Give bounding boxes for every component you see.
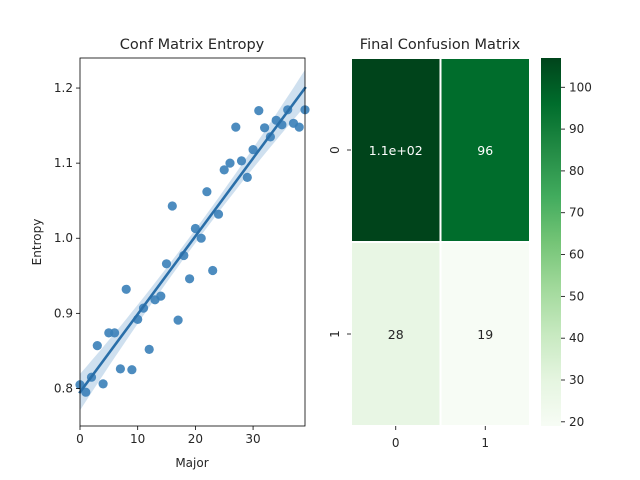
y-tick-label: 0.8 bbox=[54, 381, 73, 395]
scatter-point bbox=[260, 123, 270, 133]
scatter-point bbox=[236, 156, 247, 166]
y-tick-label: 0.9 bbox=[54, 306, 73, 320]
x-tick-label: 10 bbox=[130, 432, 145, 446]
heatmap-cell bbox=[439, 57, 531, 243]
scatter-point bbox=[231, 122, 241, 132]
scatter-y-ticks: 0.8 0.9 1.0 1.1 1.2 bbox=[54, 81, 80, 395]
scatter-point bbox=[196, 233, 206, 243]
heatmap-title: Final Confusion Matrix bbox=[360, 37, 521, 53]
heatmap-x-tick-label: 1 bbox=[481, 436, 489, 450]
scatter-point bbox=[185, 274, 195, 284]
x-tick-label: 30 bbox=[245, 432, 260, 446]
scatter-point bbox=[144, 344, 154, 354]
scatter-point bbox=[219, 165, 229, 175]
y-tick-label: 1.1 bbox=[54, 156, 73, 170]
colorbar-tick-label: 70 bbox=[569, 206, 584, 220]
heatmap-annotations: 1.1e+02 96 28 19 bbox=[369, 143, 493, 342]
heatmap-cell bbox=[350, 57, 442, 243]
scatter-point bbox=[173, 315, 183, 325]
colorbar-tick-label: 90 bbox=[569, 122, 584, 136]
x-tick-label: 20 bbox=[188, 432, 203, 446]
colorbar-tick-label: 80 bbox=[569, 164, 584, 178]
regression-line bbox=[78, 86, 307, 395]
scatter-point bbox=[202, 187, 212, 197]
regression-line-path bbox=[78, 86, 307, 395]
colorbar-tick-label: 100 bbox=[569, 80, 592, 94]
scatter-point bbox=[248, 145, 258, 155]
scatter-x-label: Major bbox=[175, 456, 208, 470]
scatter-point bbox=[225, 158, 235, 168]
scatter-point bbox=[92, 341, 102, 351]
scatter-point bbox=[121, 284, 131, 294]
scatter-point bbox=[156, 291, 166, 301]
y-tick-label: 1.2 bbox=[54, 81, 73, 95]
scatter-y-label: Entropy bbox=[30, 219, 44, 266]
scatter-point bbox=[254, 106, 264, 116]
scatter-title: Conf Matrix Entropy bbox=[120, 37, 265, 53]
scatter-point bbox=[213, 209, 224, 219]
scatter-point bbox=[127, 365, 137, 375]
heatmap-y-ticks: 01 bbox=[328, 146, 351, 338]
colorbar bbox=[541, 58, 561, 426]
scatter-plot-frame bbox=[79, 57, 306, 427]
scatter-x-ticks: 0 10 20 30 bbox=[76, 426, 261, 446]
heatmap-annotation: 28 bbox=[388, 327, 404, 342]
heatmap-annotation: 1.1e+02 bbox=[369, 143, 423, 158]
x-tick-label: 0 bbox=[76, 432, 84, 446]
scatter-chart: Conf Matrix Entropy 0 10 20 30 0.8 0.9 1.0 1.1… bbox=[30, 37, 310, 470]
heatmap-cell bbox=[439, 241, 531, 427]
colorbar-ticks: 20 30 40 50 60 70 80 90 100 bbox=[561, 80, 592, 429]
heatmap-x-tick-label: 0 bbox=[392, 436, 400, 450]
scatter-point bbox=[294, 122, 304, 132]
scatter-point bbox=[81, 387, 91, 397]
colorbar-tick-label: 50 bbox=[569, 289, 584, 303]
scatter-point bbox=[115, 364, 125, 374]
heatmap-cells bbox=[350, 57, 531, 427]
heatmap-y-tick-label: 1 bbox=[328, 330, 342, 338]
colorbar-tick-label: 30 bbox=[569, 373, 584, 387]
scatter-point bbox=[190, 223, 200, 234]
heatmap-annotation: 96 bbox=[477, 143, 493, 158]
heatmap-y-tick-label: 0 bbox=[328, 146, 342, 154]
colorbar-tick-label: 60 bbox=[569, 248, 584, 262]
colorbar-tick-label: 20 bbox=[569, 415, 584, 429]
y-tick-label: 1.0 bbox=[54, 231, 73, 245]
scatter-point bbox=[98, 379, 108, 389]
colorbar-tick-label: 40 bbox=[569, 331, 584, 345]
scatter-point bbox=[208, 265, 218, 276]
heatmap-annotation: 19 bbox=[477, 327, 493, 342]
scatter-point bbox=[242, 172, 252, 182]
scatter-point bbox=[161, 259, 172, 269]
scatter-point bbox=[110, 328, 120, 338]
scatter-point bbox=[167, 201, 177, 211]
